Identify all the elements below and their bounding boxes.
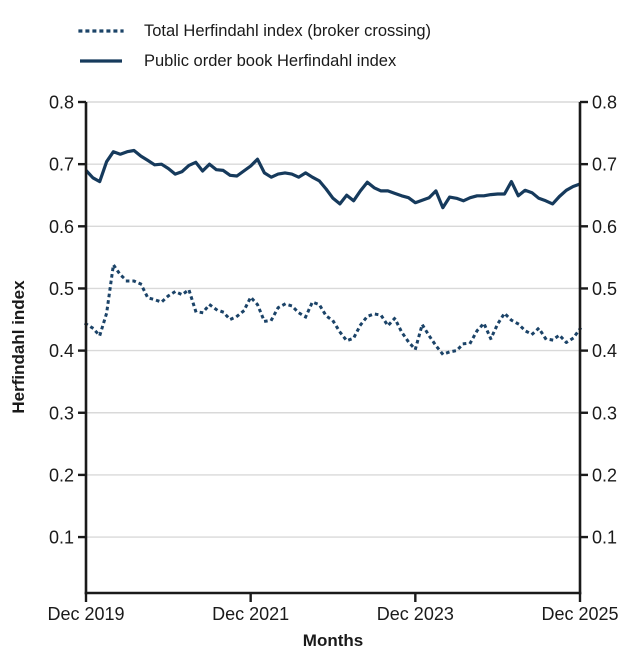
y-tick-label-right: 0.2: [592, 465, 617, 485]
x-tick-label: Dec 2021: [212, 604, 289, 624]
legend-label-public-order-book: Public order book Herfindahl index: [144, 51, 397, 70]
legend-item-public-order-book: Public order book Herfindahl index: [78, 46, 431, 76]
y-tick-label-right: 0.1: [592, 528, 617, 548]
y-tick-label-left: 0.6: [49, 217, 74, 237]
y-axis-title: Herfindahl index: [9, 280, 28, 414]
solid-line-swatch: [80, 59, 122, 63]
y-tick-label-left: 0.7: [49, 155, 74, 175]
legend-item-total-herfindahl: Total Herfindahl index (broker crossing): [78, 16, 431, 46]
legend-label-total-herfindahl: Total Herfindahl index (broker crossing): [144, 21, 432, 40]
y-tick-label-left: 0.2: [49, 465, 74, 485]
y-tick-label-right: 0.7: [592, 155, 617, 175]
y-tick-label-left: 0.1: [49, 528, 74, 548]
x-tick-label: Dec 2025: [541, 604, 618, 624]
dotted-line-swatch: [78, 29, 124, 33]
y-tick-label-left: 0.8: [49, 93, 74, 113]
x-tick-label: Dec 2023: [377, 604, 454, 624]
y-tick-label-left: 0.4: [49, 341, 74, 361]
y-tick-label-right: 0.4: [592, 341, 617, 361]
y-tick-label-left: 0.5: [49, 279, 74, 299]
x-tick-label: Dec 2019: [47, 604, 124, 624]
series-line-solid: [84, 148, 581, 210]
series-line-dotted: [83, 263, 583, 356]
x-axis-title: Months: [302, 631, 364, 650]
chart-legend: Total Herfindahl index (broker crossing)…: [78, 16, 431, 76]
y-tick-label-right: 0.6: [592, 217, 617, 237]
y-tick-label-right: 0.8: [592, 93, 617, 113]
y-tick-label-right: 0.5: [592, 279, 617, 299]
y-tick-label-left: 0.3: [49, 403, 74, 423]
y-tick-label-right: 0.3: [592, 403, 617, 423]
